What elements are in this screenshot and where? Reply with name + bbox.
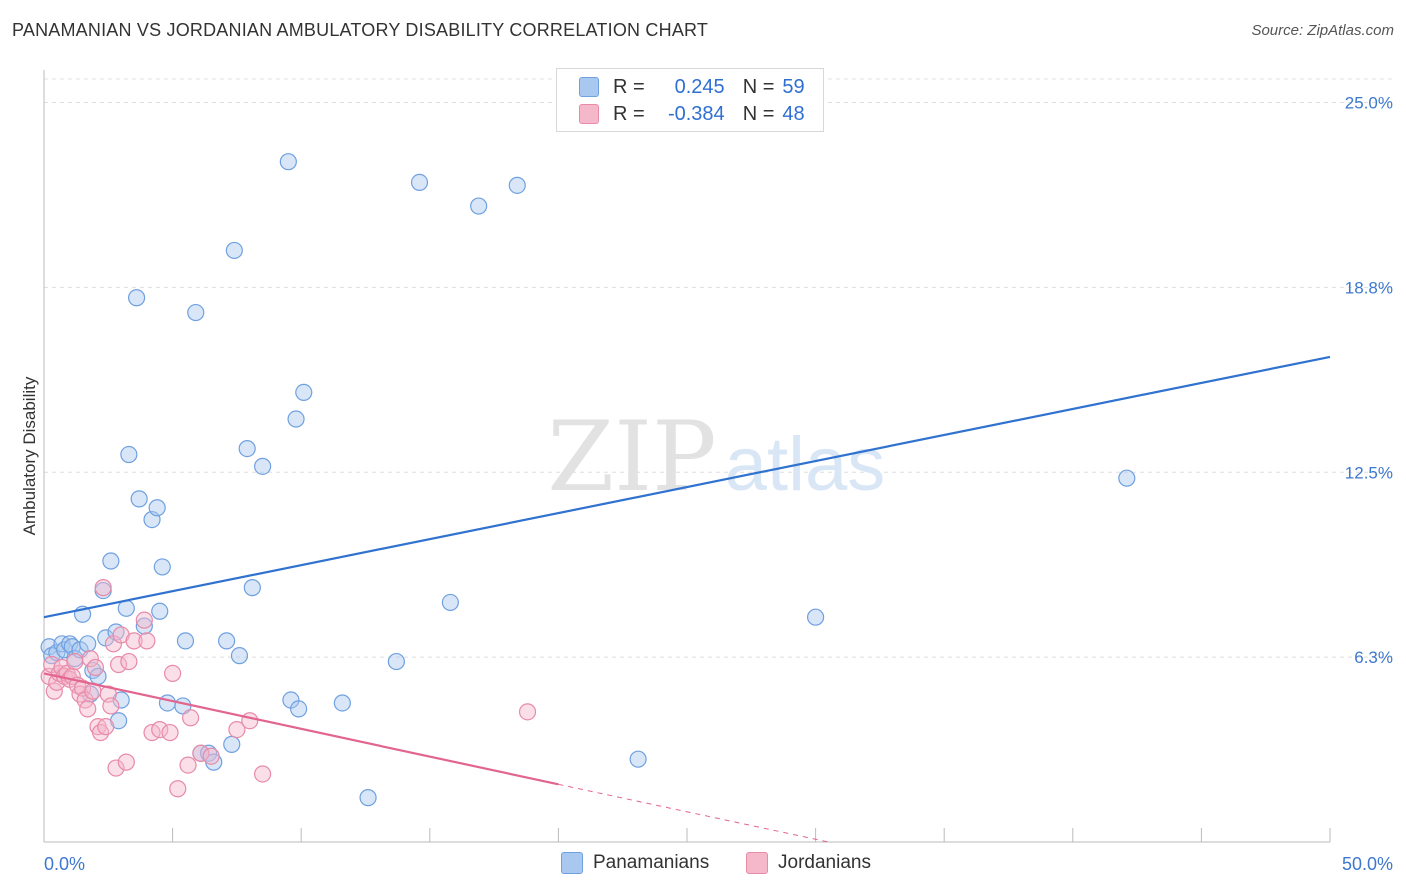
grid-layer [44, 78, 1395, 658]
bottom-legend-label-jordanians: Jordanians [778, 852, 871, 873]
point-panamanian [254, 457, 272, 475]
point-panamanian [151, 602, 169, 620]
bottom-legend-swatch-panamanians [561, 852, 583, 874]
trend-line-panamanians [43, 355, 1331, 619]
x-tick-label: 0.0% [44, 854, 85, 874]
point-panamanian [158, 694, 177, 712]
chart-source: Source: ZipAtlas.com [1251, 22, 1394, 39]
y-axis-label: Ambulatory Disability [20, 376, 39, 535]
point-jordanian [107, 759, 125, 777]
point-panamanian [243, 579, 261, 597]
point-panamanian [218, 632, 236, 650]
point-panamanian [287, 410, 305, 428]
point-panamanian [508, 176, 526, 194]
point-panamanian [806, 608, 825, 626]
point-jordanian [179, 756, 197, 774]
y-tick-label: 25.0% [1345, 94, 1393, 113]
point-panamanian [279, 153, 297, 171]
point-jordanian [164, 664, 182, 683]
bottom-legend-jordanians: Jordanians [746, 852, 871, 874]
point-panamanian [1118, 469, 1136, 487]
point-panamanian [120, 445, 138, 464]
watermark-zip: ZIP [547, 401, 716, 513]
legend-swatch-panamanians [579, 77, 599, 97]
point-panamanian [629, 750, 647, 768]
point-jordanian [241, 712, 259, 730]
point-jordanian [94, 579, 112, 597]
point-panamanian [295, 383, 313, 402]
legend-n-label: N = [742, 102, 775, 125]
legend-row-jordanians: R = -0.384 N = 48 [579, 102, 805, 126]
point-jordanian [66, 652, 84, 671]
point-jordanian [102, 697, 120, 715]
point-panamanian [79, 635, 97, 653]
point-jordanian [135, 611, 153, 629]
point-jordanian [120, 652, 138, 671]
point-panamanian [130, 490, 148, 508]
point-jordanian [518, 703, 537, 721]
point-jordanian [109, 655, 128, 674]
y-tick-label: 12.5% [1345, 463, 1393, 482]
legend-n-value: 59 [782, 75, 805, 98]
point-panamanian [225, 241, 243, 260]
bottom-legend-label-panamanians: Panamanians [593, 852, 710, 873]
watermark: ZIP atlas [547, 401, 885, 513]
point-jordanian [169, 780, 187, 798]
point-panamanian [470, 197, 488, 215]
point-panamanian [230, 647, 249, 665]
point-panamanian [441, 593, 459, 612]
bottom-legend-swatch-jordanians [746, 852, 768, 874]
point-jordanian [192, 744, 210, 762]
trend-layer [43, 355, 1331, 843]
point-panamanian [387, 652, 405, 671]
point-panamanian [187, 303, 205, 322]
point-jordanian [86, 658, 105, 677]
point-panamanian [359, 789, 377, 807]
legend-n-value: 48 [782, 102, 805, 125]
legend-n-label: N = [742, 75, 775, 98]
point-panamanian [333, 694, 351, 712]
point-jordanian [125, 632, 143, 650]
point-jordanian [117, 753, 135, 771]
point-panamanian [410, 173, 429, 191]
labels-layer: 6.3% 12.5% 18.8% 25.0% 0.0% 50.0% Ambulatory D… [20, 94, 1393, 874]
point-jordanian [254, 765, 272, 783]
legend-swatch-jordanians [579, 104, 599, 124]
point-jordanian [151, 721, 169, 739]
point-panamanian [102, 552, 120, 570]
point-panamanian [176, 632, 195, 650]
point-jordanian [138, 632, 156, 650]
x-tick-label: 50.0% [1342, 854, 1393, 874]
point-panamanian [223, 735, 241, 753]
bottom-legend-panamanians: Panamanians [561, 852, 709, 874]
point-panamanian [127, 289, 146, 307]
axes-layer [43, 70, 1331, 843]
trend-line-jordanians [43, 672, 559, 786]
point-jordanian [161, 723, 179, 742]
chart-title: PANAMANIAN VS JORDANIAN AMBULATORY DISAB… [12, 20, 709, 40]
point-jordanian [81, 650, 99, 668]
y-tick-label: 18.8% [1345, 278, 1393, 297]
point-jordanian [182, 709, 200, 727]
point-jordanian [228, 721, 246, 739]
legend-r-label: R = [613, 102, 645, 125]
point-jordanian [202, 747, 220, 765]
legend-r-label: R = [613, 75, 645, 98]
point-jordanian [97, 718, 115, 736]
point-jordanian [79, 700, 97, 718]
point-panamanian [153, 558, 171, 576]
point-panamanian [148, 499, 166, 517]
legend-row-panamanians: R = 0.245 N = 59 [579, 75, 805, 99]
legend-r-value: -0.384 [667, 102, 725, 125]
legend-r-value: 0.245 [674, 75, 725, 98]
point-panamanian [290, 700, 308, 718]
stats-legend: R = 0.245 N = 59 R = -0.384 N = 48 [556, 68, 824, 132]
y-tick-label: 6.3% [1354, 648, 1393, 667]
point-panamanian [135, 617, 153, 635]
trend-line-jordanians-extension [558, 783, 829, 843]
watermark-atlas: atlas [725, 422, 886, 507]
point-panamanian [238, 440, 256, 458]
